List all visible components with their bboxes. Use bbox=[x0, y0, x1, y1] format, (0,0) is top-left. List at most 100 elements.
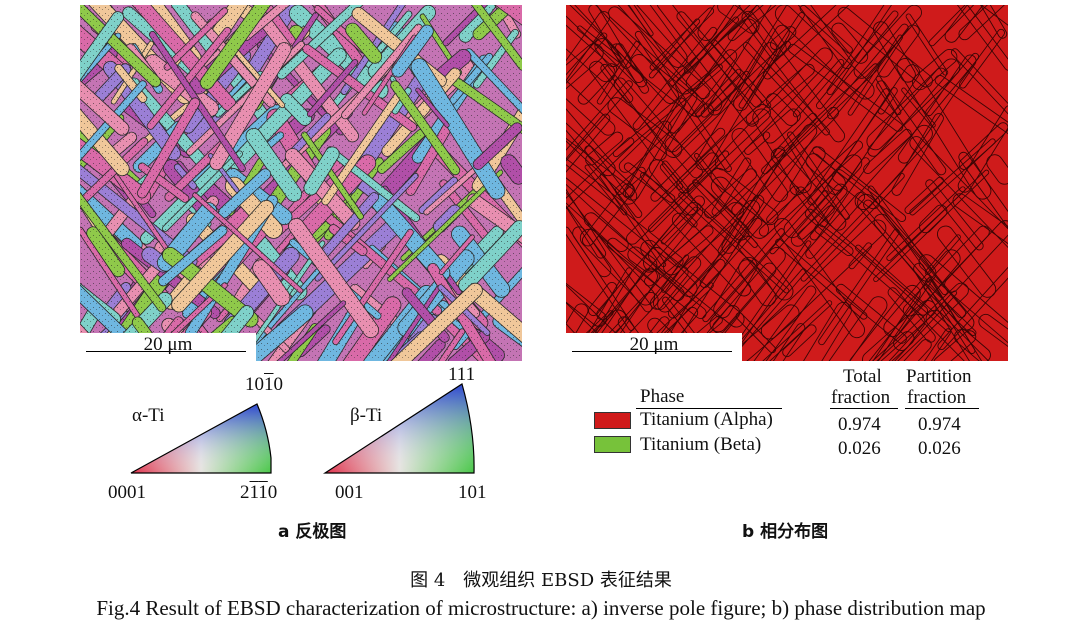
phase-grain-boundary bbox=[869, 282, 969, 361]
legend-swatch-alpha bbox=[594, 412, 631, 429]
phase-grain-boundary bbox=[962, 5, 1008, 43]
phase-grain-boundary bbox=[954, 329, 991, 361]
phase-grain-boundary bbox=[588, 60, 667, 161]
phase-grain-boundary bbox=[608, 6, 710, 100]
phase-grain-boundary bbox=[664, 103, 715, 153]
phase-grain-boundary bbox=[805, 192, 866, 259]
legend-partition-beta: 0.026 bbox=[918, 438, 961, 459]
phase-grain-boundary bbox=[762, 5, 855, 80]
phase-grain-boundary bbox=[958, 28, 1005, 89]
phase-grain-boundary bbox=[873, 21, 916, 83]
phase-grain-boundary bbox=[566, 112, 638, 205]
phase-grain-boundary bbox=[576, 25, 623, 63]
phase-grain-boundary bbox=[647, 246, 745, 328]
phase-grain-boundary bbox=[566, 80, 633, 211]
scale-bar-a: 20 μm bbox=[80, 333, 256, 361]
phase-grain-boundary bbox=[873, 213, 975, 331]
phase-grain-boundary bbox=[789, 146, 826, 196]
phase-grain-boundary bbox=[782, 324, 817, 358]
phase-grain-boundary bbox=[566, 93, 616, 177]
phase-grain-boundary bbox=[710, 304, 800, 361]
phase-grain-boundary bbox=[632, 26, 718, 130]
beta-phase-label: β-Ti bbox=[350, 405, 383, 426]
phase-grain-boundary bbox=[863, 199, 967, 319]
legend-swatch-beta bbox=[594, 436, 631, 453]
phase-grain-boundary bbox=[883, 249, 961, 338]
phase-grain-boundary bbox=[588, 281, 618, 317]
phase-grain-boundary bbox=[936, 225, 997, 298]
phase-grain-boundary bbox=[702, 228, 785, 323]
phase-grain-boundary bbox=[566, 274, 607, 327]
phase-grain-boundary bbox=[896, 339, 932, 361]
phase-grain-boundary bbox=[792, 59, 845, 118]
phase-grain-boundary bbox=[807, 88, 891, 206]
phase-grain-boundary bbox=[925, 179, 984, 251]
beta-corner-left: 001 bbox=[335, 482, 364, 503]
phase-grain-boundary bbox=[918, 254, 1008, 361]
legend-name-alpha: Titanium (Alpha) bbox=[640, 409, 773, 430]
phase-grain-boundary bbox=[904, 176, 945, 214]
subcaption-b: b 相分布图 bbox=[742, 522, 829, 542]
phase-grain-boundary bbox=[692, 179, 758, 248]
phase-grain-boundary bbox=[596, 40, 641, 105]
legend-header-total-2: fraction bbox=[831, 387, 891, 408]
phase-grain-boundary bbox=[897, 54, 977, 164]
phase-grain-boundary bbox=[944, 5, 996, 43]
phase-grain-boundary bbox=[901, 87, 936, 128]
phase-grain-boundary bbox=[678, 192, 790, 294]
legend-name-beta: Titanium (Beta) bbox=[640, 434, 762, 455]
phase-grain-boundary bbox=[934, 74, 1008, 172]
phase-grain-boundary bbox=[958, 5, 1008, 41]
phase-grain-boundary bbox=[775, 238, 868, 320]
phase-grain-boundary bbox=[695, 42, 778, 171]
phase-grain-boundary bbox=[743, 300, 833, 361]
scale-bar-a-line bbox=[86, 350, 246, 352]
phase-grain-boundary bbox=[891, 113, 944, 196]
phase-grain-boundary bbox=[986, 154, 1008, 185]
phase-grain-boundary bbox=[634, 30, 732, 173]
phase-grain-boundary bbox=[668, 5, 782, 87]
phase-grain-boundary bbox=[774, 5, 875, 100]
phase-grain-boundary bbox=[877, 24, 920, 78]
scale-bar-a-label: 20 μm bbox=[143, 334, 193, 355]
phase-grain-boundary bbox=[938, 5, 1008, 71]
phase-grain-boundary bbox=[649, 7, 715, 71]
phase-grain-boundary bbox=[913, 262, 988, 361]
phase-grain-boundary bbox=[925, 309, 991, 361]
phase-grain-boundary bbox=[672, 40, 791, 156]
phase-grain-boundary bbox=[566, 159, 629, 252]
phase-grain-boundary bbox=[848, 242, 873, 270]
phase-grain-boundary bbox=[566, 11, 611, 129]
beta-corner-right: 101 bbox=[458, 482, 487, 503]
phase-grain-boundary bbox=[711, 39, 772, 109]
scale-bar-b: 20 μm bbox=[566, 333, 742, 361]
legend-partition-alpha: 0.974 bbox=[918, 414, 961, 435]
phase-grain-boundary bbox=[596, 195, 705, 321]
phase-grain-boundary bbox=[964, 5, 1008, 39]
phase-grain-boundary bbox=[566, 287, 610, 361]
phase-grain-boundary bbox=[704, 168, 758, 219]
ipf-orientation-map: 20 μm bbox=[80, 5, 522, 361]
beta-corner-top: 111 bbox=[448, 364, 476, 385]
phase-grain-boundary bbox=[600, 63, 634, 103]
phase-grain-boundary bbox=[765, 93, 799, 126]
phase-grain-boundary bbox=[835, 283, 907, 344]
alpha-phase-label: α-Ti bbox=[132, 405, 165, 426]
phase-grain-boundary bbox=[659, 163, 684, 190]
phase-grain-boundary bbox=[697, 5, 743, 41]
scale-bar-b-line bbox=[572, 350, 732, 352]
phase-grain-boundary bbox=[650, 127, 726, 202]
phase-grain-boundary bbox=[928, 5, 1008, 47]
phase-grain-boundary bbox=[744, 131, 771, 155]
phase-grain-boundary bbox=[933, 330, 977, 361]
phase-grain-boundary bbox=[675, 18, 758, 95]
legend-header-partition-2: fraction bbox=[907, 387, 967, 408]
figure-caption-english: Fig.4 Result of EBSD characterization of… bbox=[96, 596, 986, 620]
beta-ipf-triangle bbox=[322, 383, 475, 474]
phase-grain-boundary bbox=[952, 193, 1008, 257]
phase-grain-boundary bbox=[770, 148, 847, 231]
phase-grain-boundary bbox=[800, 172, 905, 282]
phase-grain-boundary bbox=[713, 256, 758, 319]
phase-grain-boundary bbox=[787, 43, 904, 132]
